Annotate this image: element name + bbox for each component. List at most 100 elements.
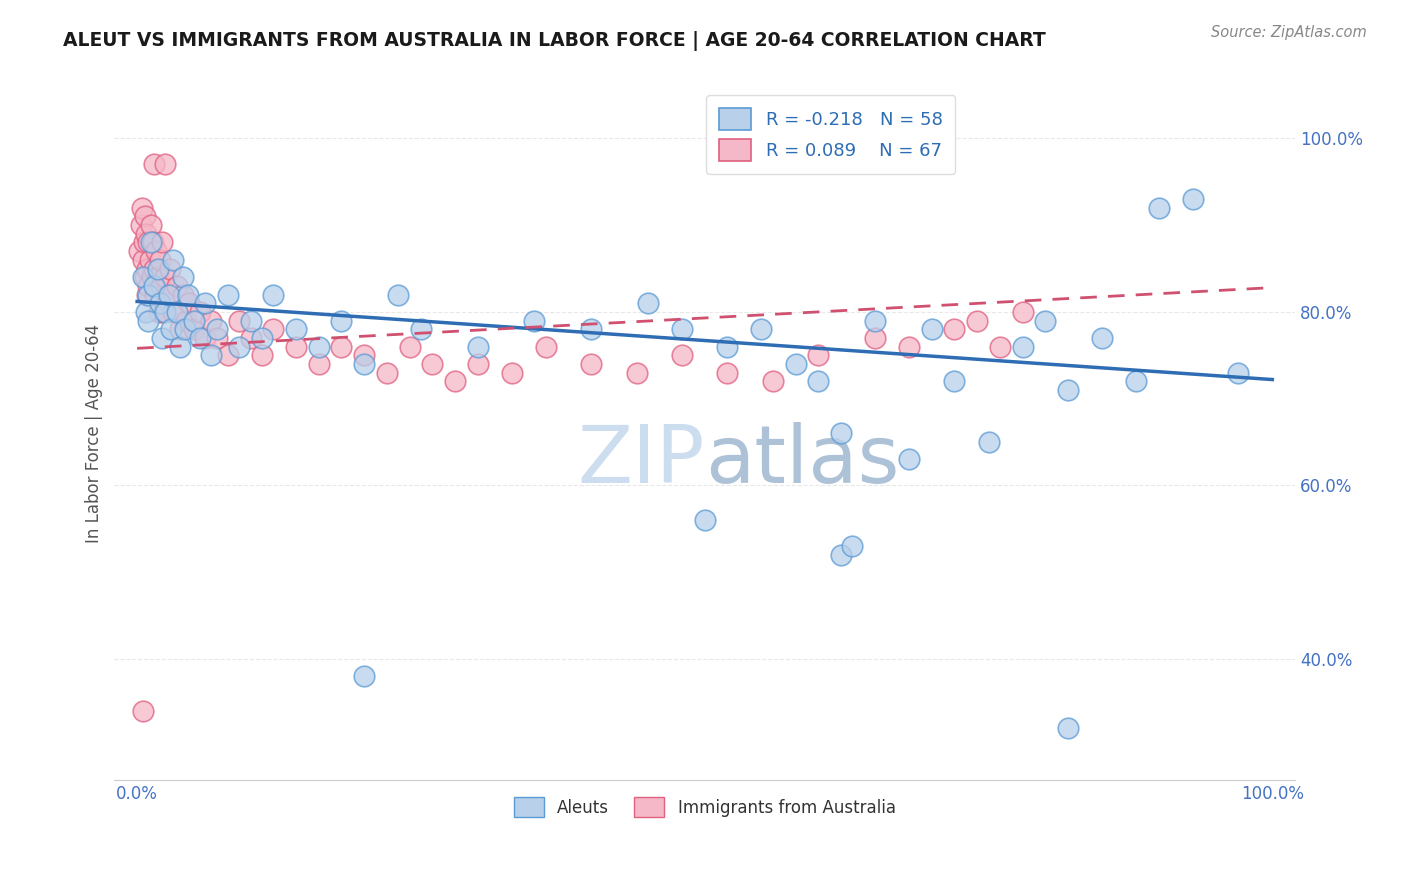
Point xyxy=(183,313,205,327)
Point xyxy=(188,331,211,345)
Point xyxy=(138,313,160,327)
Point xyxy=(977,435,1000,450)
Point xyxy=(807,374,830,388)
Point xyxy=(162,252,184,267)
Point xyxy=(150,235,173,250)
Point xyxy=(444,374,467,388)
Point xyxy=(174,313,197,327)
Point xyxy=(138,278,160,293)
Point xyxy=(375,366,398,380)
Point xyxy=(166,278,188,293)
Point xyxy=(149,278,172,293)
Point xyxy=(1091,331,1114,345)
Point xyxy=(579,357,602,371)
Point xyxy=(1033,313,1056,327)
Point xyxy=(716,366,738,380)
Point xyxy=(501,366,523,380)
Point xyxy=(141,270,163,285)
Point xyxy=(966,313,988,327)
Point xyxy=(183,322,205,336)
Point xyxy=(863,313,886,327)
Point xyxy=(671,322,693,336)
Point xyxy=(143,287,166,301)
Point xyxy=(830,426,852,441)
Point xyxy=(467,340,489,354)
Point xyxy=(330,313,353,327)
Point xyxy=(200,313,222,327)
Text: ALEUT VS IMMIGRANTS FROM AUSTRALIA IN LABOR FORCE | AGE 20-64 CORRELATION CHART: ALEUT VS IMMIGRANTS FROM AUSTRALIA IN LA… xyxy=(63,31,1046,51)
Point xyxy=(138,252,160,267)
Point xyxy=(1011,305,1033,319)
Point xyxy=(308,357,330,371)
Point xyxy=(200,348,222,362)
Point xyxy=(387,287,409,301)
Point xyxy=(138,235,160,250)
Point xyxy=(228,313,250,327)
Point xyxy=(1147,201,1170,215)
Point xyxy=(172,270,194,285)
Point xyxy=(579,322,602,336)
Point xyxy=(228,340,250,354)
Point xyxy=(693,513,716,527)
Point xyxy=(146,270,169,285)
Point xyxy=(136,287,159,301)
Point xyxy=(353,357,375,371)
Point xyxy=(157,287,180,301)
Point xyxy=(179,296,201,310)
Point xyxy=(751,322,773,336)
Point xyxy=(132,252,155,267)
Point xyxy=(132,704,155,718)
Point xyxy=(1057,383,1080,397)
Point xyxy=(146,261,169,276)
Point xyxy=(152,305,174,319)
Point xyxy=(762,374,785,388)
Point xyxy=(626,366,648,380)
Point xyxy=(194,296,217,310)
Point xyxy=(139,235,162,250)
Legend: Aleuts, Immigrants from Australia: Aleuts, Immigrants from Australia xyxy=(508,790,903,824)
Point xyxy=(716,340,738,354)
Point xyxy=(149,252,172,267)
Point xyxy=(156,287,179,301)
Point xyxy=(149,296,172,310)
Text: ZIP: ZIP xyxy=(578,422,704,500)
Point xyxy=(139,218,162,232)
Point xyxy=(807,348,830,362)
Point xyxy=(1057,721,1080,735)
Point xyxy=(155,157,177,171)
Point xyxy=(159,261,181,276)
Point xyxy=(131,201,153,215)
Point xyxy=(132,235,155,250)
Point xyxy=(205,331,228,345)
Point xyxy=(1011,340,1033,354)
Point xyxy=(155,305,177,319)
Point xyxy=(148,305,170,319)
Point xyxy=(128,244,150,259)
Point xyxy=(239,331,262,345)
Point xyxy=(155,270,177,285)
Point xyxy=(134,270,156,285)
Point xyxy=(420,357,443,371)
Point xyxy=(398,340,420,354)
Point xyxy=(177,287,200,301)
Point xyxy=(1125,374,1147,388)
Point xyxy=(173,322,195,336)
Point xyxy=(921,322,943,336)
Point xyxy=(217,287,239,301)
Point xyxy=(136,261,159,276)
Point xyxy=(988,340,1011,354)
Point xyxy=(841,539,863,553)
Point xyxy=(169,322,191,336)
Point xyxy=(353,669,375,683)
Point xyxy=(135,305,157,319)
Point xyxy=(523,313,546,327)
Point xyxy=(1181,192,1204,206)
Point xyxy=(188,305,211,319)
Point xyxy=(830,548,852,562)
Point xyxy=(250,331,273,345)
Point xyxy=(785,357,807,371)
Point xyxy=(262,287,284,301)
Point xyxy=(671,348,693,362)
Point xyxy=(135,227,157,241)
Point xyxy=(129,218,152,232)
